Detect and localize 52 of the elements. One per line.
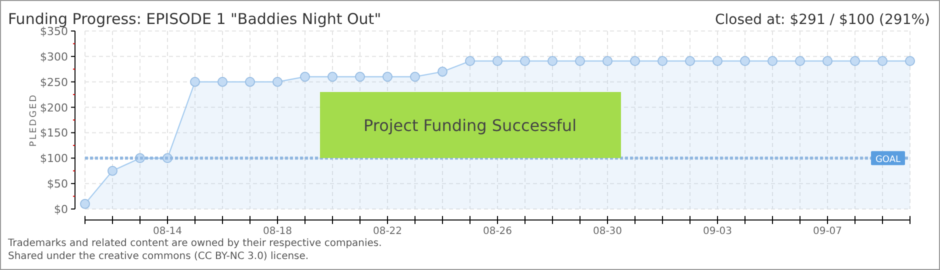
point [520, 56, 530, 66]
x-tick-label: 08-22 [372, 226, 402, 237]
y-tick-label: $250 [40, 76, 68, 89]
point [712, 56, 722, 66]
point [80, 198, 90, 209]
ref-line-label: GOAL [875, 155, 901, 166]
success-banner: Project Funding Successful [320, 92, 621, 158]
point [190, 76, 200, 87]
point [795, 56, 805, 66]
point [575, 56, 585, 66]
x-tick-label: 08-30 [592, 226, 622, 237]
y-tick-label: $100 [40, 152, 68, 166]
point [602, 56, 612, 66]
point [630, 56, 640, 66]
point [850, 56, 860, 66]
point [300, 72, 310, 82]
y-tick-label: $350 [40, 25, 68, 38]
y-tick-label: $150 [40, 126, 68, 140]
x-tick-label: 08-26 [482, 226, 512, 237]
chart-title: Funding Progress: EPISODE 1 "Baddies Night Out" [8, 10, 382, 28]
point [685, 56, 695, 66]
chart-subtitle: Closed at: $291 / $100 (291%) [715, 12, 930, 28]
y-tick-label: $300 [40, 50, 68, 64]
y-tick-label: $200 [40, 101, 68, 114]
point [410, 72, 420, 82]
point [658, 56, 668, 66]
point [218, 76, 228, 87]
point [905, 56, 915, 66]
y-tick-label: $50 [47, 178, 68, 191]
y-tick-label: $0 [54, 203, 68, 216]
point [108, 166, 118, 176]
point [328, 72, 338, 82]
x-tick-label: 08-14 [152, 226, 182, 237]
point [492, 56, 502, 66]
point [768, 56, 778, 66]
point [822, 56, 832, 66]
annotation: Project Funding Successful [363, 116, 577, 135]
point [548, 56, 558, 66]
x-tick-label: 09-03 [702, 226, 732, 237]
point [438, 66, 448, 77]
point [245, 76, 255, 87]
point [272, 76, 282, 87]
text: Trademarks and related content are owned by their respective companies. [7, 238, 382, 249]
text: Shared under the creative commons (CC BY-NC 3.0) license. [8, 251, 309, 262]
x-tick-label: 08-18 [262, 226, 292, 237]
point [382, 72, 392, 82]
point [465, 56, 475, 66]
point [740, 56, 750, 66]
point [878, 56, 888, 66]
y-axis-title: PLEDGED [29, 93, 39, 147]
point [355, 72, 365, 82]
x-tick-label: 09-07 [812, 226, 842, 237]
